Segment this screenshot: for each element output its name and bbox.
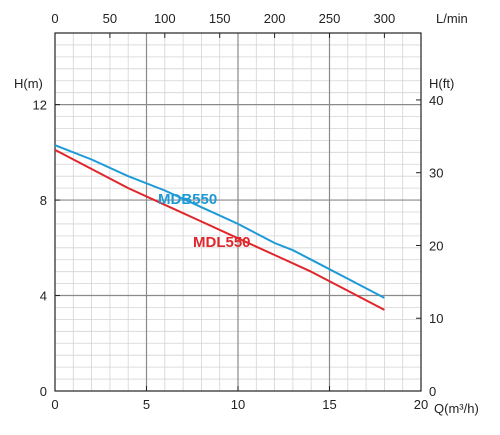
series-label-mdl550: MDL550 [193, 234, 251, 251]
bottom-tick-label: 15 [322, 397, 336, 412]
right-tick-label: 20 [429, 238, 443, 253]
y-axis-title-right: H(ft) [429, 76, 454, 91]
x-axis-title-top: L/min [436, 11, 468, 26]
right-tick-label: 40 [429, 93, 443, 108]
series-labels: MDB550 MDL550 [158, 191, 251, 251]
major-grid [55, 33, 421, 391]
top-tick-label: 300 [374, 11, 396, 26]
right-axis-ticks: 0 10 20 30 40 [416, 93, 443, 399]
series-line-mdl550 [54, 149, 385, 311]
y-axis-title-left: H(m) [14, 76, 43, 91]
left-tick-label: 12 [33, 98, 47, 113]
top-tick-label: 0 [51, 11, 58, 26]
top-tick-label: 100 [154, 11, 176, 26]
bottom-tick-label: 10 [231, 397, 245, 412]
bottom-tick-label: 20 [414, 397, 428, 412]
left-tick-label: 0 [40, 384, 47, 399]
series-lines [54, 144, 385, 311]
bottom-axis-ticks: 0 5 10 15 20 [51, 386, 428, 412]
series-label-mdb550: MDB550 [158, 191, 217, 208]
top-tick-label: 200 [264, 11, 286, 26]
right-tick-label: 30 [429, 166, 443, 181]
right-tick-label: 10 [429, 311, 443, 326]
left-tick-label: 8 [40, 193, 47, 208]
bottom-tick-label: 5 [143, 397, 150, 412]
x-axis-title-bottom: Q(m³/h) [434, 401, 479, 416]
right-tick-label: 0 [429, 384, 436, 399]
top-tick-label: 50 [103, 11, 117, 26]
bottom-tick-label: 0 [51, 397, 58, 412]
top-tick-label: 150 [209, 11, 231, 26]
top-axis-ticks: 0 50 100 150 200 250 300 [51, 11, 395, 38]
left-axis-ticks: 0 4 8 12 [33, 98, 60, 399]
left-tick-label: 4 [40, 289, 47, 304]
top-tick-label: 250 [319, 11, 341, 26]
series-line-mdb550 [54, 144, 385, 299]
